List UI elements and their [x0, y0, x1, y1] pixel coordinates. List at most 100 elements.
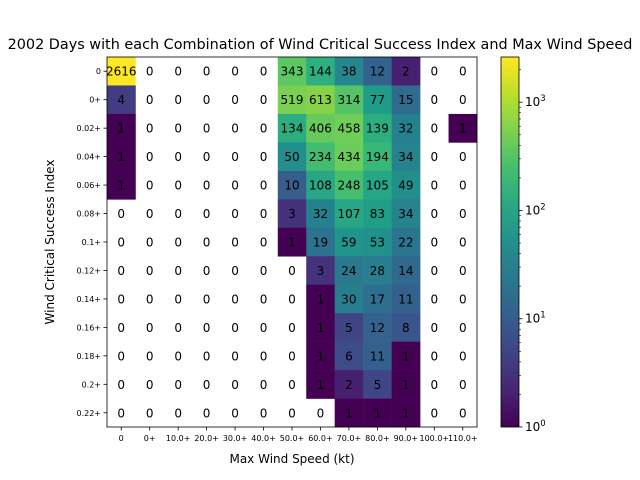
heatmap-cell: [107, 85, 136, 115]
cell-value-label: 434: [337, 150, 360, 164]
cell-value-label: 0: [260, 378, 268, 392]
cell-value-label: 0: [459, 292, 467, 306]
cell-value-label: 2616: [106, 65, 137, 79]
cell-value-label: 34: [398, 207, 413, 221]
cell-value-label: 53: [370, 236, 385, 250]
x-tick-label: 20.0+: [194, 434, 219, 443]
cell-value-label: 1: [288, 236, 296, 250]
heatmap-cell: [306, 199, 335, 229]
cell-value-label: 1: [317, 349, 325, 363]
x-tick-label: 80.0+: [365, 434, 390, 443]
cell-value-label: 0: [117, 292, 125, 306]
cell-value-label: 0: [146, 179, 154, 193]
cell-value-label: 0: [203, 264, 211, 278]
cell-value-label: 0: [203, 150, 211, 164]
cell-value-label: 0: [117, 321, 125, 335]
colorbar-tick-label: 101: [525, 311, 546, 326]
cell-value-label: 0: [146, 236, 154, 250]
x-tick-label: 70.0+: [337, 434, 362, 443]
cell-value-label: 0: [288, 349, 296, 363]
cell-value-label: 1: [117, 122, 125, 136]
heatmap-cell: [107, 142, 136, 172]
cell-value-label: 0: [288, 321, 296, 335]
cell-value-label: 1: [402, 349, 410, 363]
cell-value-label: 0: [203, 65, 211, 79]
colorbar-tick-label: 102: [525, 202, 546, 217]
cell-value-label: 0: [459, 207, 467, 221]
cell-value-label: 0: [146, 406, 154, 420]
cell-value-label: 1: [317, 292, 325, 306]
heatmap-cell: [363, 341, 392, 371]
x-tick-label: 0+: [144, 434, 156, 443]
cell-value-label: 12: [370, 321, 385, 335]
heatmap-cell: [306, 313, 335, 342]
cell-value-label: 0: [146, 321, 154, 335]
y-tick-label: 0.14+: [76, 295, 101, 304]
cell-value-label: 194: [366, 150, 389, 164]
cell-value-label: 343: [281, 65, 304, 79]
cell-value-label: 8: [402, 321, 410, 335]
cell-value-label: 11: [370, 349, 385, 363]
heatmap-cell: [363, 370, 392, 399]
heatmap-cell: [306, 113, 335, 143]
cell-value-label: 1: [317, 378, 325, 392]
cell-value-label: 1: [459, 122, 467, 136]
cell-value-label: 0: [203, 122, 211, 136]
cell-value-labels: 2616 0 0 0 0 0 343 144 38 12 2 0 04 0 0 0 0 0 519 613 314 77 1…: [106, 65, 467, 421]
x-tick-label: 10.0+: [166, 434, 191, 443]
heatmap-cell: [334, 227, 364, 257]
cell-value-label: 59: [341, 236, 356, 250]
cell-value-label: 0: [174, 122, 182, 136]
cell-value-label: 0: [459, 378, 467, 392]
heatmap-cell: [306, 142, 335, 172]
cell-value-label: 0: [117, 378, 125, 392]
heatmap-cell: [306, 256, 335, 285]
cell-value-label: 0: [260, 292, 268, 306]
cell-value-label: 406: [309, 122, 332, 136]
cell-value-label: 0: [231, 65, 239, 79]
x-tick-label: 50.0+: [280, 434, 305, 443]
y-tick-label: 0.08+: [76, 210, 101, 219]
colorbar-gradient: [500, 56, 520, 428]
cell-value-label: 0: [146, 150, 154, 164]
cell-value-label: 0: [203, 207, 211, 221]
cell-value-label: 0: [260, 236, 268, 250]
cell-value-label: 1: [402, 406, 410, 420]
heatmap-cell: [363, 85, 392, 115]
cell-value-label: 0: [231, 349, 239, 363]
cell-value-label: 11: [398, 292, 413, 306]
heatmap-cell: [334, 113, 364, 143]
x-tick-label: 30.0+: [223, 434, 248, 443]
cell-value-label: 0: [117, 264, 125, 278]
heatmap-cell: [391, 341, 421, 371]
heatmap-cell: [277, 170, 307, 200]
cell-value-label: 1: [345, 406, 353, 420]
cell-value-label: 0: [430, 179, 438, 193]
cell-value-label: 0: [146, 292, 154, 306]
heatmap-cell: [391, 398, 421, 428]
heatmap-cell: [391, 142, 421, 172]
cell-value-label: 0: [203, 93, 211, 107]
y-tick-label: 0.12+: [76, 266, 101, 275]
cell-value-label: 0: [203, 236, 211, 250]
cell-value-label: 32: [313, 207, 328, 221]
cell-value-label: 0: [459, 65, 467, 79]
cell-value-label: 0: [174, 378, 182, 392]
cell-value-label: 34: [398, 150, 413, 164]
heatmap-cell: [448, 113, 478, 143]
x-tick-label: 0: [119, 434, 124, 443]
cell-value-label: 3: [317, 264, 325, 278]
heatmap-cell: [363, 227, 392, 257]
cell-value-label: 0: [231, 264, 239, 278]
cell-value-label: 0: [146, 93, 154, 107]
cell-value-label: 0: [430, 122, 438, 136]
cell-value-label: 0: [430, 321, 438, 335]
y-tick-label: 0.06+: [76, 181, 101, 190]
heatmap-cell: [391, 57, 421, 86]
cell-value-label: 0: [174, 264, 182, 278]
heatmap-cell: [363, 398, 392, 428]
y-tick-label: 0.1+: [82, 238, 101, 247]
x-tick-label: 90.0+: [394, 434, 419, 443]
cell-value-label: 77: [370, 93, 385, 107]
cell-value-label: 0: [146, 207, 154, 221]
